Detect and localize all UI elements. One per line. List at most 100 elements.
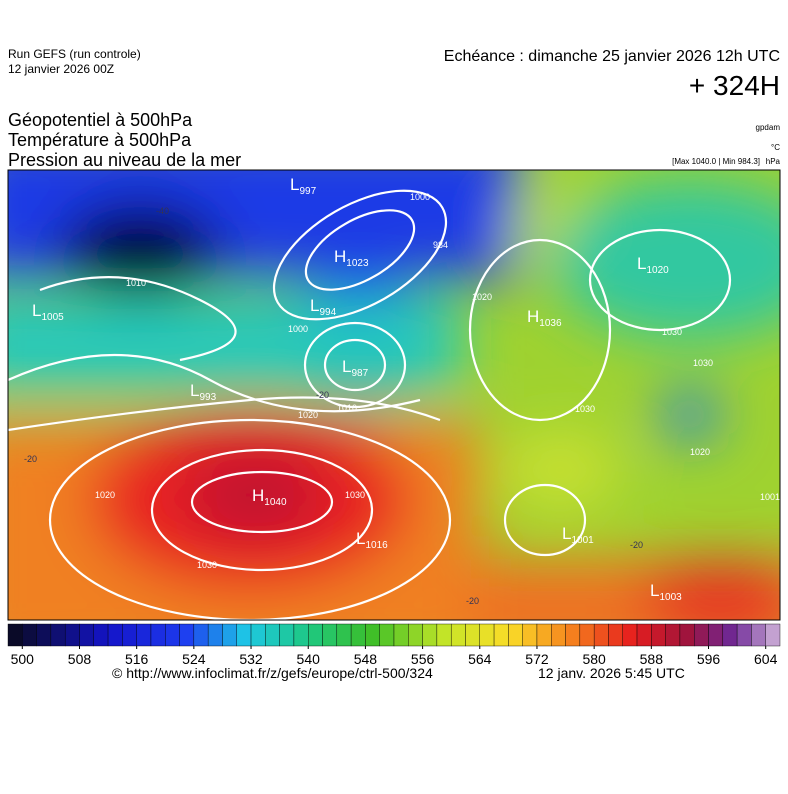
colorbar-swatch	[579, 623, 595, 647]
isobar-label: 1020	[298, 410, 318, 420]
extremes: [Max 1040.0 | Min 984.3]	[672, 157, 760, 166]
colorbar-label: 508	[68, 651, 92, 667]
colorbar-swatch	[736, 623, 752, 647]
echeance: Echéance : dimanche 25 janvier 2026 12h …	[444, 48, 780, 65]
colorbar-swatch	[536, 623, 552, 647]
colorbar-swatch	[751, 623, 766, 647]
colorbar-swatch	[622, 623, 638, 647]
colorbar-swatch	[379, 623, 395, 647]
colorbar-swatch	[493, 623, 509, 647]
colorbar-swatch	[179, 623, 195, 647]
isobar-label: 984	[433, 240, 448, 250]
isobar-label: 1000	[410, 192, 430, 202]
colorbar-label: 564	[468, 651, 492, 667]
colorbar-swatch	[694, 623, 709, 647]
colorbar-swatch	[551, 623, 566, 647]
colorbar-swatch	[408, 623, 423, 647]
colorbar-label: 580	[582, 651, 606, 667]
isobar-label: 1020	[95, 490, 115, 500]
colorbar-swatch	[250, 623, 266, 647]
pressure-center: L993	[190, 381, 217, 403]
colorbar-swatch	[7, 623, 23, 647]
colorbar-swatch	[479, 623, 495, 647]
colorbar-swatch	[122, 623, 137, 647]
pressure-center: L1020	[637, 254, 669, 276]
colorbar-swatch	[79, 623, 94, 647]
colorbar-swatch	[36, 623, 52, 647]
colorbar-label: 516	[125, 651, 149, 667]
pressure-center: H1023	[334, 247, 369, 269]
colorbar-swatch	[308, 623, 323, 647]
temp-label: -40	[156, 206, 169, 216]
pressure-center: L1005	[32, 301, 64, 323]
isobar-label: 1020	[690, 447, 710, 457]
pressure-center: L1016	[356, 529, 388, 551]
colorbar-label: 604	[754, 651, 778, 667]
isobar-label: 1030	[662, 327, 682, 337]
colorbar-swatch	[608, 623, 623, 647]
colorbar-label: 572	[525, 651, 549, 667]
colorbar-swatch	[207, 623, 223, 647]
colorbar-swatch	[708, 623, 724, 647]
colorbar-swatch	[593, 623, 609, 647]
colorbar-swatch	[236, 623, 252, 647]
colorbar-swatch	[465, 623, 480, 647]
colorbar-swatch	[107, 623, 123, 647]
colorbar-swatch	[150, 623, 166, 647]
pressure-center: H1040	[252, 486, 287, 508]
colorbar-swatch	[222, 623, 237, 647]
temp-label: -20	[316, 390, 329, 400]
colorbar-swatch	[565, 623, 581, 647]
isobar-label: 1030	[197, 560, 217, 570]
pressure-center: L987	[342, 357, 369, 379]
colorbar-swatch	[165, 623, 180, 647]
colorbar-swatch	[50, 623, 66, 647]
colorbar-swatch	[508, 623, 523, 647]
colorbar-swatch	[265, 623, 280, 647]
colorbar-swatch	[665, 623, 681, 647]
title: Température à 500hPa	[8, 130, 192, 150]
unit: gpdam	[756, 123, 781, 132]
temp-label: -20	[630, 540, 643, 550]
pressure-center: L997	[290, 175, 317, 197]
colorbar-label: 596	[697, 651, 721, 667]
colorbar-swatch	[322, 623, 338, 647]
map-frame	[7, 169, 781, 621]
colorbar-swatch	[136, 623, 152, 647]
colorbar-swatch	[436, 623, 452, 647]
title: Géopotentiel à 500hPa	[8, 110, 193, 130]
colorbar-swatch	[422, 623, 438, 647]
colorbar-swatch	[336, 623, 352, 647]
isobar-label: 1030	[693, 358, 713, 368]
isobar-label: 1020	[472, 292, 492, 302]
colorbar-swatch	[22, 623, 37, 647]
colorbar-label: 588	[640, 651, 664, 667]
colorbar-swatch	[651, 623, 666, 647]
isobar-label: 1010	[126, 278, 146, 288]
colorbar-label: 500	[11, 651, 35, 667]
run: Run GEFS (run controle)	[8, 47, 141, 61]
map	[8, 170, 780, 620]
colorbar-label: 540	[297, 651, 321, 667]
isobar-label: 1030	[345, 490, 365, 500]
temp-label: -20	[466, 596, 479, 606]
title: Pression au niveau de la mer	[8, 150, 241, 170]
colorbar-swatch	[350, 623, 366, 647]
colorbar-label: 556	[411, 651, 435, 667]
unit: hPa	[766, 157, 781, 166]
unit: °C	[771, 143, 780, 152]
colorbar-label: 548	[354, 651, 378, 667]
colorbar-swatch	[293, 623, 309, 647]
colorbar-swatch	[93, 623, 109, 647]
isobar-label: 1030	[575, 404, 595, 414]
pressure-center: L1001	[562, 524, 594, 546]
colorbar-swatch	[279, 623, 295, 647]
isobar-label: 1001	[760, 492, 780, 502]
colorbar-swatch	[365, 623, 380, 647]
source-url: © http://www.infoclimat.fr/z/gefs/europe…	[112, 665, 433, 681]
run-date: 12 janvier 2026 00Z	[8, 62, 114, 76]
pressure-center: H1036	[527, 307, 562, 329]
colorbar-swatch	[64, 623, 80, 647]
colorbar-label: 532	[239, 651, 263, 667]
